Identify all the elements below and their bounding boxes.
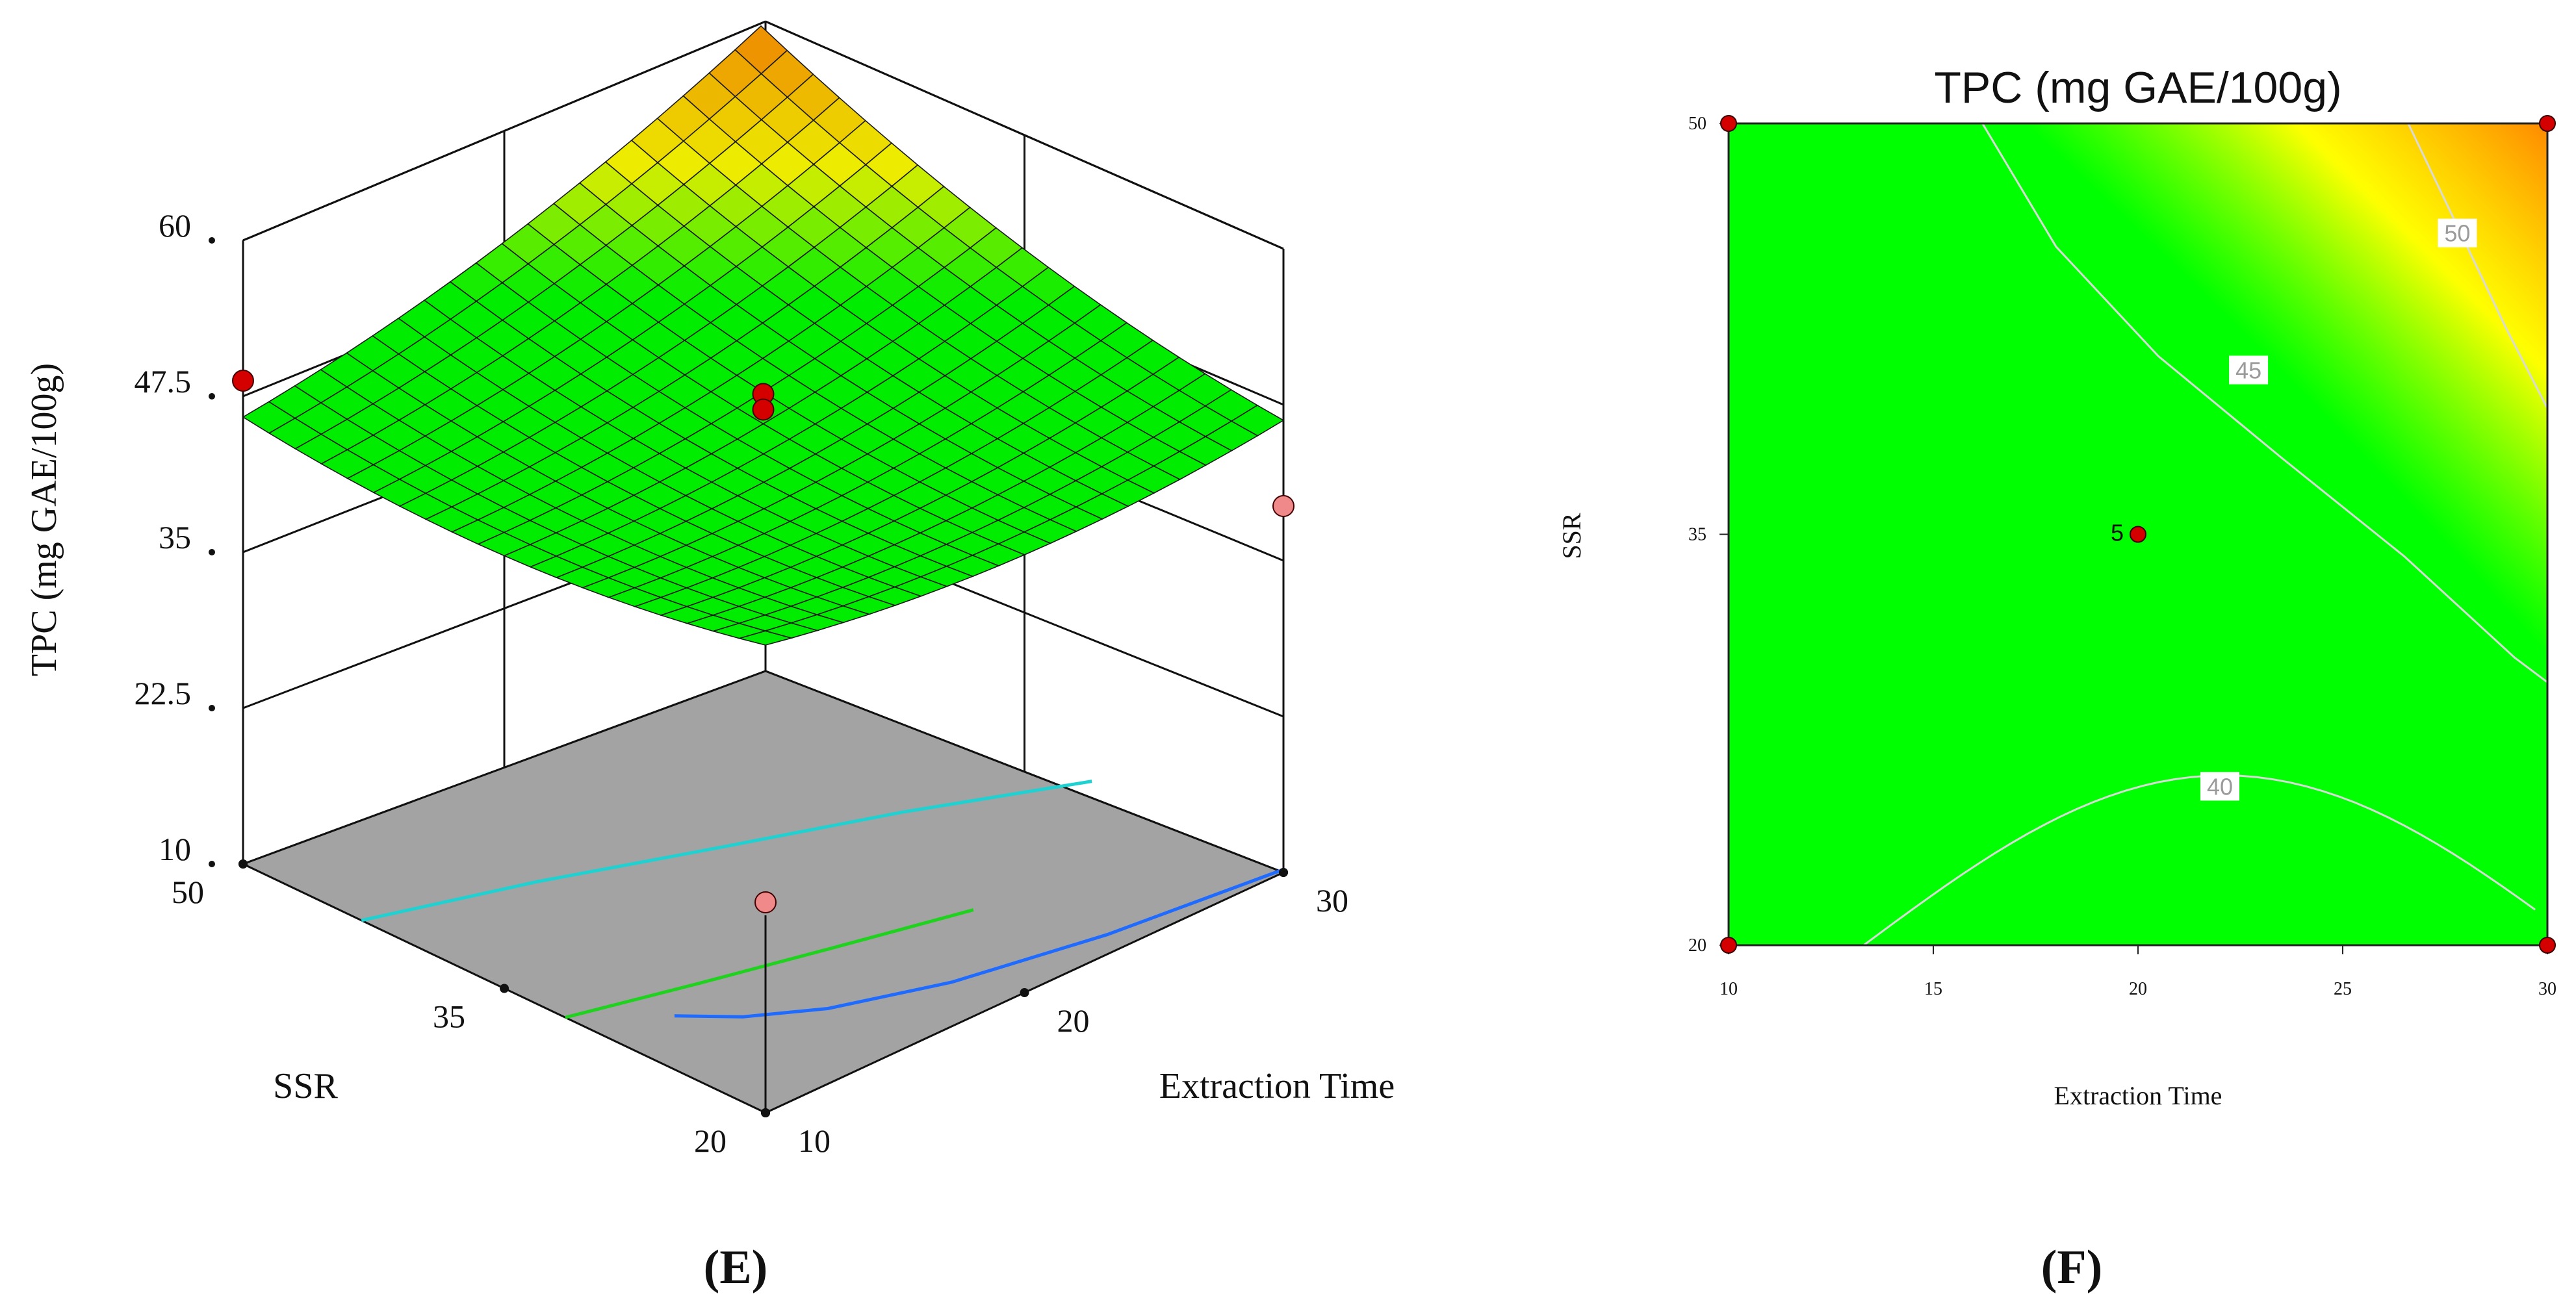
contour-label-bg [2229, 355, 2269, 385]
y-axis-label: SSR [1557, 513, 1586, 559]
z-axis-ticks: 10 22.5 35 47.5 60 [135, 207, 215, 867]
design-point [232, 370, 254, 392]
floor-contour-line [565, 908, 974, 1019]
contour-lines [1863, 123, 2547, 945]
x-axis-ticks: 10 20 30 [761, 868, 1348, 1159]
y-tick-dot [238, 859, 248, 869]
y-axis-ticks: 20 35 50 [172, 859, 770, 1159]
contour-line [1981, 123, 2547, 683]
design-point [752, 398, 775, 421]
y-axis-label: SSR [273, 1066, 338, 1106]
contour-label: 40 [2207, 773, 2233, 800]
z-tick-label: 47.5 [135, 363, 192, 400]
panel-label-f: (F) [2041, 1241, 2103, 1294]
z-tick-label: 10 [159, 831, 191, 867]
floor-contours [361, 780, 1281, 1019]
x-axis-ticks: 10 15 20 25 30 [1719, 945, 2557, 999]
z-tick-dot [209, 861, 215, 867]
x-tick-label: 30 [2538, 979, 2557, 999]
x-tick-dot [761, 1108, 770, 1117]
y-tick-label: 20 [694, 1123, 727, 1159]
y-tick-dot [500, 984, 509, 993]
x-tick-label: 15 [1924, 979, 1942, 999]
x-tick-label: 25 [2334, 979, 2352, 999]
contour-label: 50 [2444, 220, 2470, 247]
z-axis-label: TPC (mg GAE/100g) [24, 363, 64, 676]
design-point [2539, 937, 2556, 954]
x-tick-dot [1279, 868, 1288, 877]
y-tick-label: 35 [1688, 525, 1707, 545]
design-point [1720, 115, 1737, 132]
x-tick-label: 20 [1057, 1002, 1090, 1039]
x-axis-label: Extraction Time [2054, 1081, 2222, 1110]
contour-label: 45 [2235, 357, 2261, 384]
z-tick-dot [209, 549, 215, 555]
contour-line [1863, 774, 2536, 945]
y-axis-ticks: 20 35 50 [1688, 114, 1729, 956]
z-tick-label: 60 [159, 207, 191, 244]
z-tick-dot [209, 393, 215, 400]
x-tick-label: 20 [2129, 979, 2147, 999]
contour-label-bg [2200, 772, 2239, 801]
design-points: 5 [1720, 115, 2556, 954]
floor-contour-line [674, 869, 1281, 1019]
contour-title: TPC (mg GAE/100g) [1934, 63, 2341, 112]
design-point [2130, 526, 2146, 543]
response-surface [242, 25, 1285, 646]
x-tick-label: 30 [1316, 882, 1348, 919]
y-tick-label: 20 [1688, 935, 1707, 956]
z-tick-dot [209, 237, 215, 244]
z-tick-label: 22.5 [135, 675, 192, 711]
contour-plot: TPC (mg GAE/100g) 40 45 50 10 15 20 25 30 20 35… [1557, 63, 2557, 1294]
y-tick-label: 50 [172, 874, 204, 910]
contour-line [2407, 123, 2547, 409]
design-point-label: 5 [2111, 520, 2124, 546]
surface-plot: 10 22.5 35 47.5 60 20 35 50 10 20 30 TPC (mg GAE… [24, 20, 1395, 1294]
x-tick-dot [1020, 988, 1029, 997]
x-axis-label: Extraction Time [1159, 1066, 1395, 1106]
x-tick-label: 10 [798, 1123, 831, 1159]
surface-cell [737, 630, 793, 646]
design-point [754, 891, 777, 913]
x-tick-label: 10 [1719, 979, 1738, 999]
contour-labels: 40 45 50 [2200, 218, 2477, 801]
design-point [1272, 495, 1294, 517]
design-point [2539, 115, 2556, 132]
contour-label-bg [2438, 218, 2477, 248]
z-tick-dot [209, 705, 215, 711]
z-tick-label: 35 [159, 519, 191, 555]
design-point [1720, 937, 1737, 954]
floor-contour-line [361, 780, 1092, 922]
y-tick-label: 35 [433, 998, 465, 1035]
panel-label-e: (E) [704, 1241, 768, 1294]
y-tick-label: 50 [1688, 114, 1707, 134]
